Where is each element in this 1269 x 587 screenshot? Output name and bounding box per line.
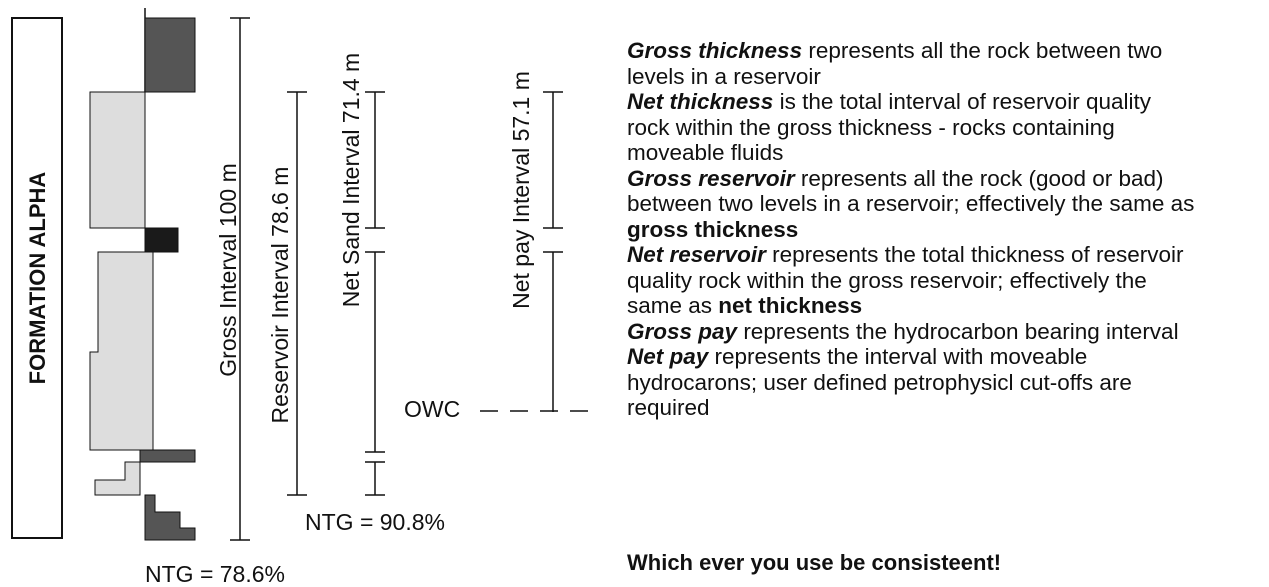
- definition: Gross thickness represents all the rock …: [627, 38, 1197, 89]
- definition: Net pay represents the interval with mov…: [627, 344, 1197, 421]
- term: Gross thickness: [627, 38, 803, 63]
- reservoir-interval-label: Reservoir Interval 78.6 m: [267, 167, 293, 424]
- shale: [144, 494, 196, 541]
- sand: [94, 461, 141, 496]
- conclusion: Which ever you use be consisteent!: [627, 550, 1002, 575]
- shale: [139, 449, 196, 463]
- term: gross thickness: [627, 216, 799, 242]
- definition-text: is the total interval of reservoir quali…: [627, 89, 1151, 165]
- interval-lines: [230, 17, 600, 541]
- definition-text: represents the interval with moveable hy…: [627, 344, 1132, 420]
- net-pay-interval-label: Net pay Interval 57.1 m: [508, 71, 534, 309]
- term: Gross reservoir: [627, 165, 795, 191]
- sand: [89, 251, 154, 451]
- definition: Gross pay represents the hydrocarbon bea…: [627, 319, 1197, 345]
- formation-box: [11, 17, 63, 539]
- definition: Gross reservoir represents all the rock …: [627, 166, 1197, 243]
- ntg-label: NTG = 90.8%: [305, 509, 445, 535]
- definition-text: represents the total thickness of reserv…: [627, 242, 1184, 318]
- definition-text: represents all the rock (good or bad) be…: [627, 165, 1195, 217]
- term: Net pay: [627, 344, 709, 369]
- term: net thickness: [718, 293, 863, 318]
- owc-label: OWC: [404, 396, 460, 422]
- definition: Net thickness is the total interval of r…: [627, 89, 1197, 166]
- definition-text: represents all the rock between two leve…: [627, 38, 1163, 89]
- definitions: Gross thickness represents all the rock …: [627, 38, 1197, 421]
- shale: [144, 17, 196, 93]
- term: Net reservoir: [627, 242, 766, 267]
- definition-text: represents the hydrocarbon bearing inter…: [737, 318, 1179, 344]
- term: Net thickness: [627, 89, 774, 114]
- net-sand-interval-label: Net Sand Interval 71.4 m: [338, 53, 364, 307]
- term: Gross pay: [627, 318, 738, 344]
- formation-label: FORMATION ALPHA: [25, 172, 50, 385]
- definition: Net reservoir represents the total thick…: [627, 242, 1197, 319]
- coal: [144, 227, 179, 253]
- gross-interval-label: Gross Interval 100 m: [215, 163, 241, 376]
- ntg-label: NTG = 78.6%: [145, 561, 285, 587]
- sand: [89, 91, 146, 229]
